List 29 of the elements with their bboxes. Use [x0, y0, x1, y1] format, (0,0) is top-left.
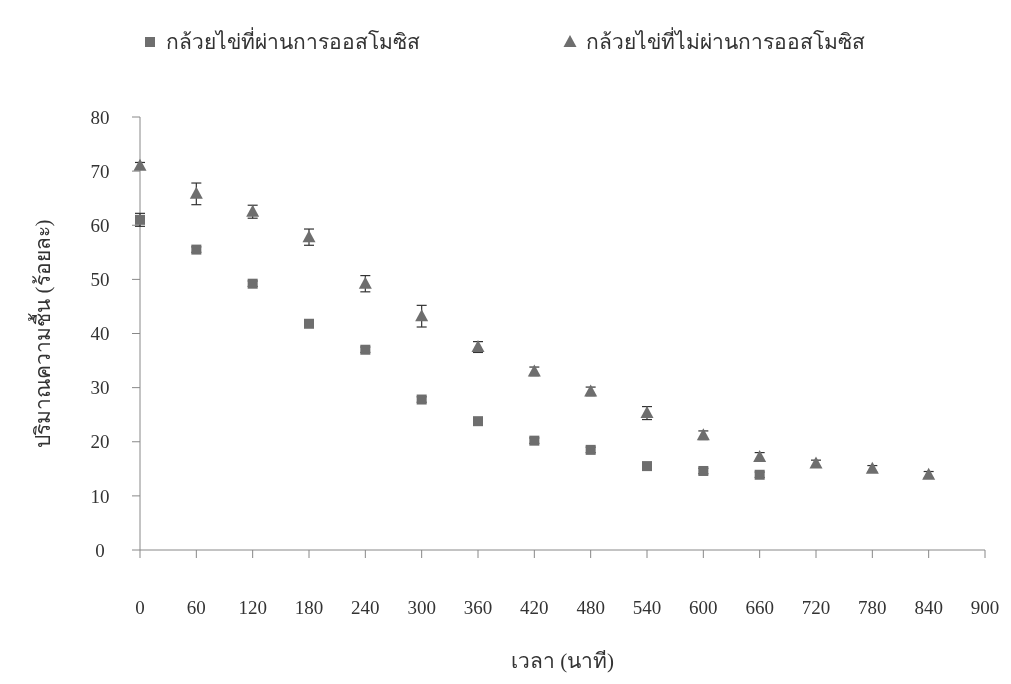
y-tick-label: 20: [90, 431, 110, 453]
y-tick-label: 30: [90, 377, 110, 399]
x-tick-label: 900: [970, 597, 1000, 618]
x-tick-label: 420: [520, 597, 549, 618]
y-tick-label: 80: [90, 106, 110, 128]
x-tick-label: 480: [576, 597, 605, 618]
y-axis-title: ปริมาณความชื้น (ร้อยละ): [28, 219, 55, 448]
x-tick-label: 120: [238, 597, 267, 618]
y-tick-label: 50: [90, 269, 110, 291]
x-tick-label: 540: [632, 597, 662, 618]
legend-label: กล้วยไข่ที่ไม่ผ่านการออสโมซิส: [586, 27, 865, 55]
y-tick-label: 40: [90, 323, 110, 345]
x-tick-label: 360: [463, 597, 493, 618]
x-tick-label: 780: [858, 597, 887, 618]
y-tick-label: 70: [90, 160, 110, 182]
x-tick-label: 720: [801, 597, 831, 618]
y-tick-label: 10: [90, 485, 110, 507]
x-tick-label: 240: [351, 597, 380, 618]
x-tick-label: 60: [186, 597, 206, 618]
x-tick-label: 660: [745, 597, 774, 618]
legend-label: กล้วยไข่ที่ผ่านการออสโมซิส: [166, 27, 420, 55]
y-tick-label: 60: [90, 214, 110, 236]
x-tick-label: 840: [914, 597, 943, 618]
x-tick-label: 180: [294, 597, 324, 618]
x-tick-label: 600: [689, 597, 718, 618]
x-axis-title: เวลา (นาที): [510, 649, 615, 673]
x-tick-label: 0: [135, 597, 145, 618]
x-tick-label: 300: [407, 597, 436, 618]
y-tick-label: 0: [95, 539, 105, 561]
